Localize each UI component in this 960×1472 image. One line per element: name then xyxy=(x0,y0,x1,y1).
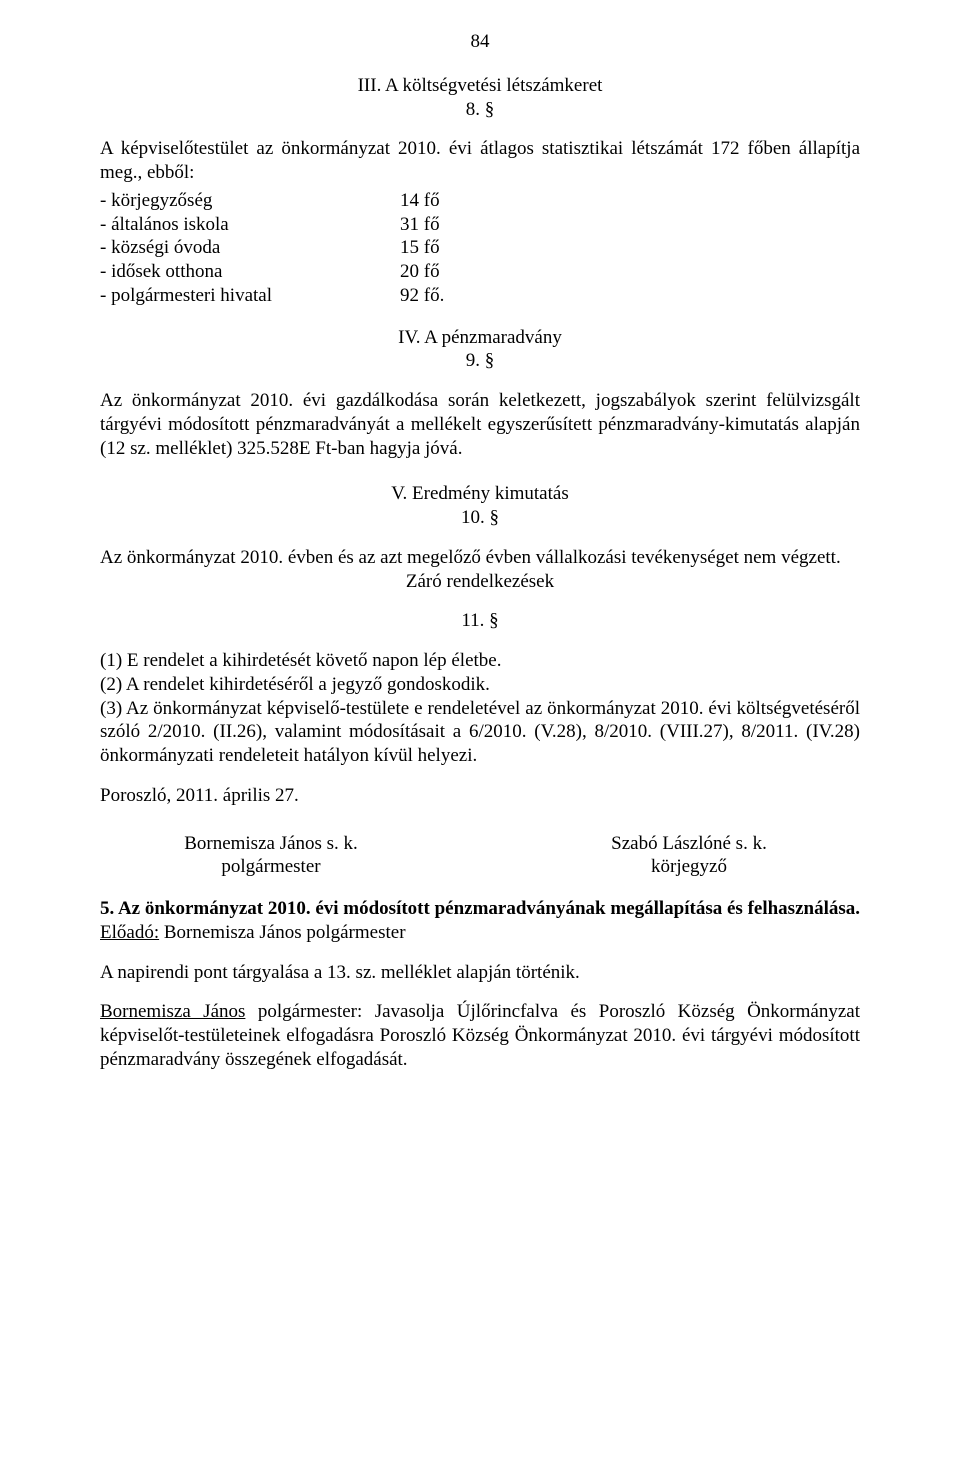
sec11-p3: (3) Az önkormányzat képviselő-testülete … xyxy=(100,697,860,768)
signature-right: Szabó Lászlóné s. k. körjegyző xyxy=(518,832,860,880)
signature-row: Bornemisza János s. k. polgármester Szab… xyxy=(100,832,860,880)
list-item: - körjegyzőség 14 fő xyxy=(100,189,860,213)
document-page: 84 III. A költségvetési létszámkeret 8. … xyxy=(0,0,960,1112)
list-item-value: 14 fő xyxy=(400,189,500,213)
sec4-para: Az önkormányzat 2010. évi gazdálkodása s… xyxy=(100,389,860,460)
sec5-title: V. Eredmény kimutatás xyxy=(100,482,860,506)
page-number: 84 xyxy=(100,30,860,54)
list-item: - általános iskola 31 fő xyxy=(100,213,860,237)
list-item-label: - polgármesteri hivatal xyxy=(100,284,400,308)
date-place: Poroszló, 2011. április 27. xyxy=(100,784,860,808)
closing-title: Záró rendelkezések xyxy=(100,570,860,594)
sec4-title: IV. A pénzmaradvány xyxy=(100,326,860,350)
sec3-paragraph-number: 8. § xyxy=(100,98,860,122)
list-item-value: 15 fő xyxy=(400,236,500,260)
signer-name-left: Bornemisza János s. k. xyxy=(100,832,442,856)
speaker-role: polgármester: xyxy=(245,1001,374,1022)
list-item-label: - idősek otthona xyxy=(100,260,400,284)
signer-role-left: polgármester xyxy=(100,855,442,879)
agenda-item-5-note: A napirendi pont tárgyalása a 13. sz. me… xyxy=(100,961,860,985)
list-item-label: - körjegyzőség xyxy=(100,189,400,213)
presenter-name: Bornemisza János polgármester xyxy=(159,922,405,943)
signer-role-right: körjegyző xyxy=(518,855,860,879)
agenda-item-5-body: Bornemisza János polgármester: Javasolja… xyxy=(100,1000,860,1071)
agenda-item-5-presenter-line: Előadó: Bornemisza János polgármester xyxy=(100,921,860,945)
sec5-paragraph-number: 10. § xyxy=(100,506,860,530)
sec4-paragraph-number: 9. § xyxy=(100,349,860,373)
list-item-label: - általános iskola xyxy=(100,213,400,237)
agenda-item-5-heading: 5. Az önkormányzat 2010. évi módosított … xyxy=(100,897,860,921)
speaker-name: Bornemisza János xyxy=(100,1001,245,1022)
list-item-value: 92 fő. xyxy=(400,284,500,308)
staff-list: - körjegyzőség 14 fő - általános iskola … xyxy=(100,189,860,308)
list-item-value: 20 fő xyxy=(400,260,500,284)
list-item-value: 31 fő xyxy=(400,213,500,237)
list-item: - községi óvoda 15 fő xyxy=(100,236,860,260)
signature-left: Bornemisza János s. k. polgármester xyxy=(100,832,442,880)
presenter-label: Előadó: xyxy=(100,922,159,943)
sec3-intro: A képviselőtestület az önkormányzat 2010… xyxy=(100,137,860,185)
list-item: - idősek otthona 20 fő xyxy=(100,260,860,284)
sec5-para: Az önkormányzat 2010. évben és az azt me… xyxy=(100,546,860,570)
list-item: - polgármesteri hivatal 92 fő. xyxy=(100,284,860,308)
sec3-title: III. A költségvetési létszámkeret xyxy=(100,74,860,98)
signer-name-right: Szabó Lászlóné s. k. xyxy=(518,832,860,856)
list-item-label: - községi óvoda xyxy=(100,236,400,260)
sec11-p1: (1) E rendelet a kihirdetését követő nap… xyxy=(100,649,860,673)
sec11-number: 11. § xyxy=(100,609,860,633)
sec11-p2: (2) A rendelet kihirdetéséről a jegyző g… xyxy=(100,673,860,697)
